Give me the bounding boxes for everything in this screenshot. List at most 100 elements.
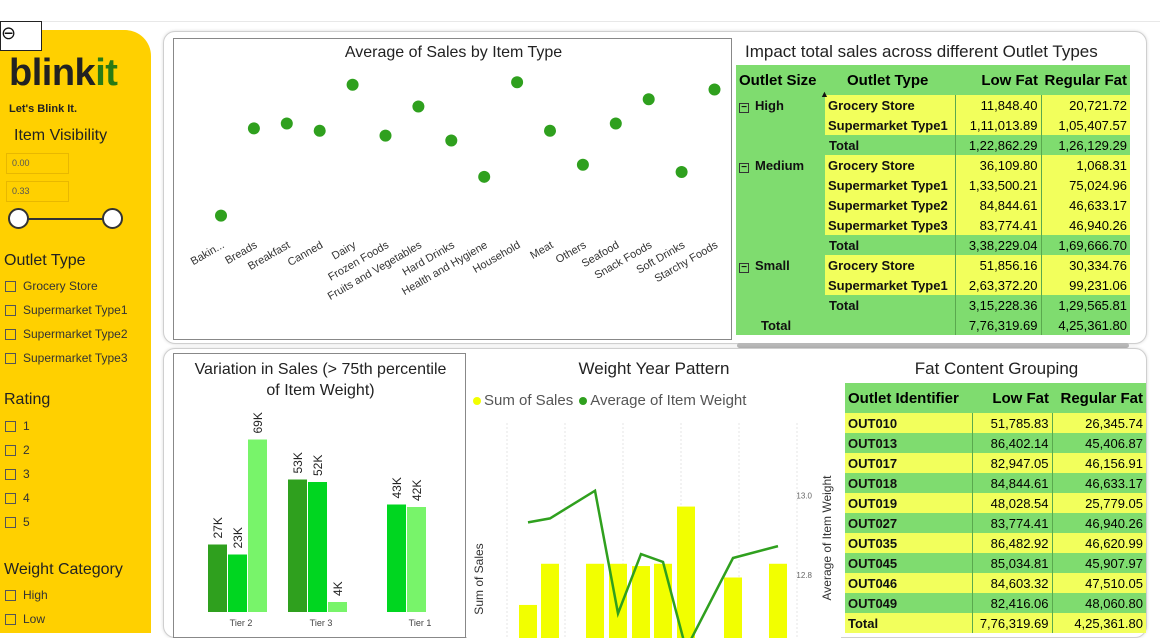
column-header[interactable]: Outlet Identifier — [848, 389, 959, 407]
bar — [609, 563, 627, 638]
column-header[interactable]: Outlet Size — [739, 71, 817, 89]
table-row[interactable]: − Medium Grocery Store 36,109.80 1,068.31 — [736, 155, 1130, 255]
table-row[interactable]: OUT027 83,774.41 46,940.26 — [845, 513, 1146, 533]
back-button[interactable]: ⊖ — [0, 21, 42, 51]
bar — [654, 563, 672, 638]
data-point — [511, 76, 524, 89]
table-row[interactable]: OUT010 51,785.83 26,345.74 — [845, 413, 1146, 433]
weight-year-chart-title: Weight Year Pattern — [578, 359, 730, 378]
table-row[interactable]: Supermarket Type1 2,63,372.20 99,231.06 — [736, 275, 1130, 295]
outlet-size-cell[interactable]: − High — [736, 95, 825, 155]
legend-label-sales: Sum of Sales — [484, 392, 574, 409]
weight-category-option[interactable]: High — [5, 588, 48, 602]
outlet-type-option[interactable]: Supermarket Type1 — [5, 303, 128, 317]
table-row[interactable]: OUT046 84,603.32 47,510.05 — [845, 573, 1146, 593]
table-row[interactable]: Supermarket Type3 83,774.41 46,940.26 — [736, 215, 1130, 235]
rating-option[interactable]: 2 — [5, 443, 30, 457]
weight-category-option[interactable]: Low — [5, 612, 45, 626]
table-row[interactable]: OUT049 82,416.06 48,060.80 — [845, 593, 1146, 613]
data-label: 23K — [231, 527, 245, 548]
column-header[interactable]: Regular Fat — [1044, 71, 1127, 89]
bar — [677, 506, 695, 638]
bar — [288, 479, 307, 612]
rating-option[interactable]: 1 — [5, 419, 30, 433]
visibility-slider-min-handle[interactable] — [8, 208, 29, 229]
collapse-icon[interactable]: − — [739, 263, 749, 273]
outlet-type-title: Outlet Type — [4, 252, 86, 269]
table-row[interactable]: Total 1,22,862.29 1,26,129.29 — [736, 135, 1130, 155]
checkbox-icon — [5, 516, 16, 528]
item-visibility-title: Item Visibility — [14, 127, 108, 144]
table-row[interactable]: Total 3,15,228.36 1,29,565.81 — [736, 295, 1130, 315]
column-header[interactable]: Low Fat — [981, 71, 1038, 89]
data-point — [642, 93, 655, 106]
low-fat-cell: 82,416.06 — [971, 593, 1052, 613]
y-tick-label-right: 13.0 — [796, 492, 812, 501]
outlet-id-cell: OUT046 — [848, 575, 898, 591]
visibility-slider-track[interactable] — [18, 218, 113, 220]
total-row[interactable]: Total 7,76,319.69 4,25,361.80 — [845, 613, 1146, 633]
sort-ascending-icon[interactable]: ▲ — [820, 89, 829, 99]
table-row[interactable]: OUT013 86,402.14 45,406.87 — [845, 433, 1146, 453]
outlet-type-option[interactable]: Supermarket Type3 — [5, 351, 128, 365]
collapse-icon[interactable]: − — [739, 163, 749, 173]
visibility-min-input[interactable]: 0.00 — [6, 153, 69, 174]
checkbox-icon — [5, 304, 16, 316]
horizontal-scrollbar[interactable] — [737, 343, 1129, 348]
column-header[interactable]: Low Fat — [992, 389, 1049, 407]
table-row[interactable]: Supermarket Type1 1,11,013.89 1,05,407.57 — [736, 115, 1130, 135]
outlet-size-cell[interactable]: − Small — [736, 255, 825, 315]
low-fat-cell: 85,034.81 — [971, 553, 1052, 573]
table-row[interactable]: OUT019 48,028.54 25,779.05 — [845, 493, 1146, 513]
low-fat-cell: 51,856.16 — [954, 255, 1041, 275]
data-point — [609, 117, 622, 130]
visibility-max-input[interactable]: 0.33 — [6, 181, 69, 202]
x-tick-label: Canned — [286, 239, 325, 269]
column-header[interactable]: Outlet Type — [847, 71, 929, 89]
bar — [308, 482, 327, 612]
brand-tagline: Let's Blink It. — [9, 103, 78, 115]
table-row[interactable]: − High Grocery Store 11,848.40 20,721.72 — [736, 95, 1130, 155]
outlet-type-option[interactable]: Supermarket Type2 — [5, 327, 128, 341]
table-row[interactable]: OUT017 82,947.05 46,156.91 — [845, 453, 1146, 473]
outlet-type-option[interactable]: Grocery Store — [5, 279, 98, 293]
low-fat-cell: 3,38,229.04 — [954, 235, 1041, 255]
avg-sales-chart[interactable]: Average of Sales by Item Type Bakin... Br… — [173, 38, 732, 340]
variation-chart[interactable]: Variation in Sales (> 75th percentile of… — [173, 353, 466, 638]
outlet-id-cell: OUT035 — [848, 535, 898, 551]
table-row[interactable]: − Small Grocery Store 51,856.16 30,334.76 — [736, 255, 1130, 315]
outlet-id-cell: OUT013 — [848, 435, 898, 451]
bar — [724, 577, 742, 638]
table-row[interactable]: OUT045 85,034.81 45,907.97 — [845, 553, 1146, 573]
table-row[interactable]: Total 3,38,229.04 1,69,666.70 — [736, 235, 1130, 255]
rating-option[interactable]: 4 — [5, 491, 30, 505]
top-bar — [0, 0, 1160, 22]
bar — [769, 563, 787, 638]
x-tick-label: Tier 2 — [230, 618, 253, 628]
checkbox-icon — [5, 280, 16, 292]
rating-option[interactable]: 3 — [5, 467, 30, 481]
checkbox-icon — [5, 328, 16, 340]
outlet-size-cell[interactable]: − Medium — [736, 155, 825, 255]
fat-table-container: Outlet Identifier Low Fat Regular Fat OU… — [845, 383, 1146, 638]
regular-fat-cell: 4,25,361.80 — [1051, 613, 1146, 633]
low-fat-cell: 83,774.41 — [954, 215, 1041, 235]
data-point — [445, 134, 458, 147]
regular-fat-cell: 47,510.05 — [1051, 573, 1146, 593]
visibility-slider-max-handle[interactable] — [102, 208, 123, 229]
column-header[interactable]: Regular Fat — [1060, 389, 1143, 407]
outlet-id-cell: OUT017 — [848, 455, 898, 471]
weight-year-chart[interactable]: Weight Year Pattern Sum of Sales Average… — [467, 353, 841, 638]
table-row[interactable]: OUT035 86,482.92 46,620.99 — [845, 533, 1146, 553]
grand-total-row[interactable]: Total 7,76,319.69 4,25,361.80 — [736, 315, 1130, 335]
y-axis-label-right: Average of Item Weight — [820, 475, 834, 601]
table-row[interactable]: OUT018 84,844.61 46,633.17 — [845, 473, 1146, 493]
collapse-icon[interactable]: − — [739, 103, 749, 113]
rating-option[interactable]: 5 — [5, 515, 30, 529]
table-row[interactable]: Supermarket Type2 84,844.61 46,633.17 — [736, 195, 1130, 215]
data-point — [478, 170, 491, 183]
table-row[interactable]: Supermarket Type1 1,33,500.21 75,024.96 — [736, 175, 1130, 195]
outlet-type-cell: Total — [825, 235, 955, 255]
weight-year-legend: Sum of Sales Average of Item Weight — [473, 392, 746, 409]
outlet-id-cell: OUT018 — [848, 475, 898, 491]
